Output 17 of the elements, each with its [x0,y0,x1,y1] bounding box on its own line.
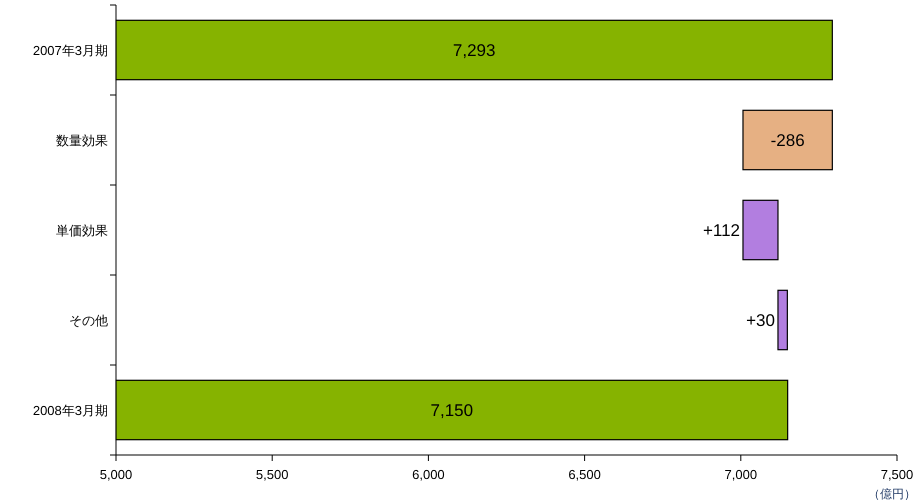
data-label: -286 [770,131,805,150]
data-label: 7,293 [452,41,496,60]
x-axis-title: （億円） [868,487,916,501]
data-label: +112 [702,221,740,240]
data-label: 7,150 [430,401,474,420]
x-tick-label: 6,500 [568,467,601,482]
x-tick-label: 7,000 [724,467,758,482]
y-tick-label: 2007年3月期 [32,43,108,58]
x-tick-label: 5,000 [100,467,132,482]
x-tick-label: 7,500 [880,467,914,482]
x-tick-label: 6,000 [412,467,445,482]
y-tick-label: その他 [69,313,108,328]
y-tick-label: 2008年3月期 [32,403,108,418]
y-tick-label: 数量効果 [56,133,108,148]
data-label: +30 [746,311,775,330]
y-tick-label: 単価効果 [56,223,108,238]
x-tick-label: 5,500 [256,467,288,482]
